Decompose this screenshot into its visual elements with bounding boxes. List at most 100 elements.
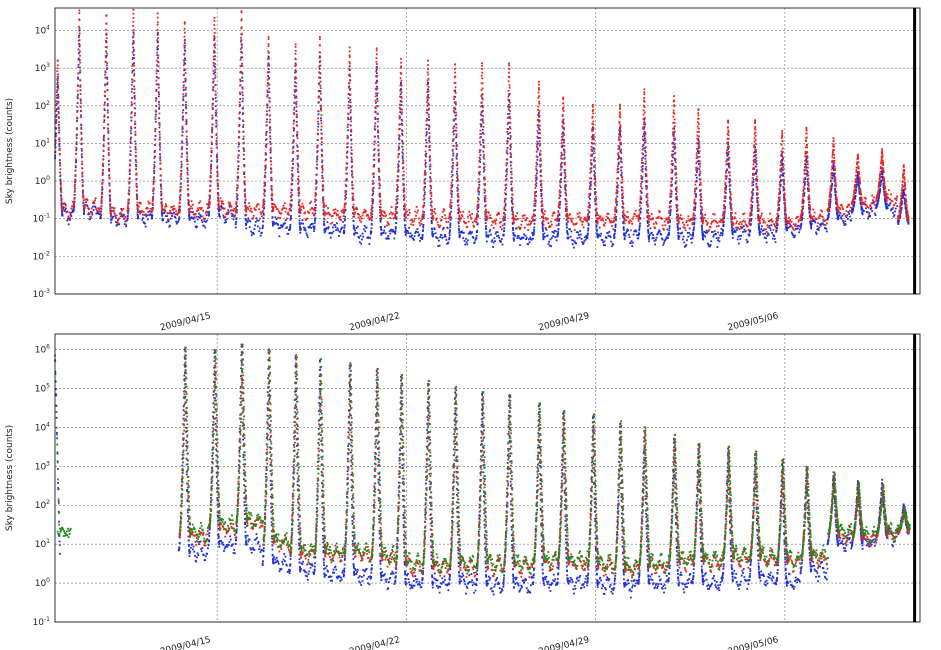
top-point-blue: [821, 222, 824, 225]
top-point-red: [292, 135, 295, 137]
top-point-red: [266, 104, 268, 107]
top-point-red: [377, 148, 380, 151]
top-point-blue: [794, 234, 796, 237]
top-point-blue: [184, 77, 187, 80]
top-point-red: [296, 131, 299, 133]
top-point-red: [229, 202, 232, 205]
top-point-blue: [216, 182, 219, 185]
top-point-blue: [323, 228, 326, 231]
top-point-blue: [212, 86, 215, 88]
top-point-red: [457, 184, 459, 187]
top-point-red: [417, 217, 420, 220]
top-point-red: [317, 83, 320, 85]
top-point-blue: [621, 193, 623, 196]
top-point-red: [347, 104, 350, 107]
top-point-blue: [103, 114, 106, 117]
top-point-red: [215, 142, 218, 145]
top-point-blue: [856, 176, 859, 178]
top-point-blue: [158, 107, 160, 110]
top-point-red: [159, 142, 161, 145]
top-point-blue: [679, 227, 682, 230]
top-point-blue: [701, 236, 704, 239]
top-point-blue: [800, 223, 803, 226]
top-point-red: [99, 213, 102, 216]
top-point-blue: [836, 214, 839, 217]
top-point-blue: [537, 132, 540, 135]
top-point-red: [243, 171, 246, 174]
top-point-red: [185, 107, 188, 110]
top-point-blue: [693, 217, 696, 220]
top-point-blue: [897, 222, 900, 225]
top-point-red: [209, 176, 212, 179]
top-point-blue: [503, 227, 506, 230]
top-point-blue: [754, 158, 757, 161]
top-point-blue: [593, 170, 596, 173]
top-point-blue: [510, 199, 513, 202]
top-point-red: [214, 74, 217, 77]
top-point-red: [132, 8, 135, 11]
top-point-red: [355, 206, 358, 209]
top-point-red: [204, 217, 207, 220]
top-point-blue: [614, 218, 617, 220]
top-point-red: [149, 207, 152, 210]
top-point-red: [108, 184, 111, 187]
top-point-blue: [724, 206, 726, 208]
top-point-red: [134, 130, 137, 133]
top-point-blue: [484, 215, 487, 218]
top-point-blue: [559, 191, 562, 194]
top-point-red: [435, 219, 438, 221]
top-point-red: [78, 19, 81, 21]
top-point-blue: [242, 153, 245, 156]
top-point-blue: [456, 176, 459, 179]
top-point-blue: [324, 230, 327, 233]
top-point-blue: [646, 211, 649, 214]
top-point-blue: [157, 95, 160, 98]
top-point-blue: [367, 236, 370, 239]
top-point-red: [199, 200, 202, 203]
top-point-blue: [373, 153, 376, 156]
top-point-red: [152, 188, 155, 191]
top-point-blue: [827, 216, 830, 218]
top-point-blue: [753, 155, 756, 157]
top-point-blue: [638, 228, 641, 230]
top-point-blue: [782, 174, 784, 177]
top-point-blue: [341, 226, 344, 229]
top-point-blue: [238, 149, 240, 152]
top-point-red: [403, 204, 406, 207]
top-point-blue: [290, 205, 293, 208]
top-point-blue: [882, 178, 884, 181]
top-point-blue: [524, 234, 527, 237]
top-point-blue: [400, 95, 403, 98]
top-point-blue: [349, 118, 352, 120]
top-point-blue: [431, 228, 433, 231]
top-point-blue: [160, 194, 163, 197]
top-point-red: [185, 135, 188, 138]
top-point-blue: [888, 203, 891, 206]
top-point-blue: [429, 176, 432, 179]
top-point-red: [261, 211, 264, 214]
top-point-blue: [562, 132, 565, 135]
top-point-blue: [587, 229, 589, 232]
top-point-blue: [482, 150, 485, 153]
top-point-red: [378, 169, 381, 172]
top-point-blue: [316, 163, 319, 166]
top-point-red: [429, 180, 432, 182]
top-point-red: [260, 212, 263, 215]
top-point-blue: [797, 224, 800, 227]
top-point-blue: [583, 240, 586, 243]
top-point-blue: [387, 235, 390, 237]
top-point-blue: [748, 233, 751, 236]
top-point-blue: [184, 103, 187, 106]
top-point-blue: [458, 234, 461, 236]
top-point-blue: [272, 223, 274, 225]
top-point-red: [452, 127, 455, 130]
top-point-blue: [158, 117, 161, 120]
top-point-blue: [676, 219, 679, 222]
top-point-red: [454, 86, 457, 89]
top-point-blue: [752, 189, 755, 191]
top-point-red: [78, 27, 81, 30]
top-point-red: [103, 115, 106, 118]
top-point-red: [460, 217, 463, 220]
top-point-blue: [67, 223, 70, 226]
top-point-red: [57, 112, 60, 115]
